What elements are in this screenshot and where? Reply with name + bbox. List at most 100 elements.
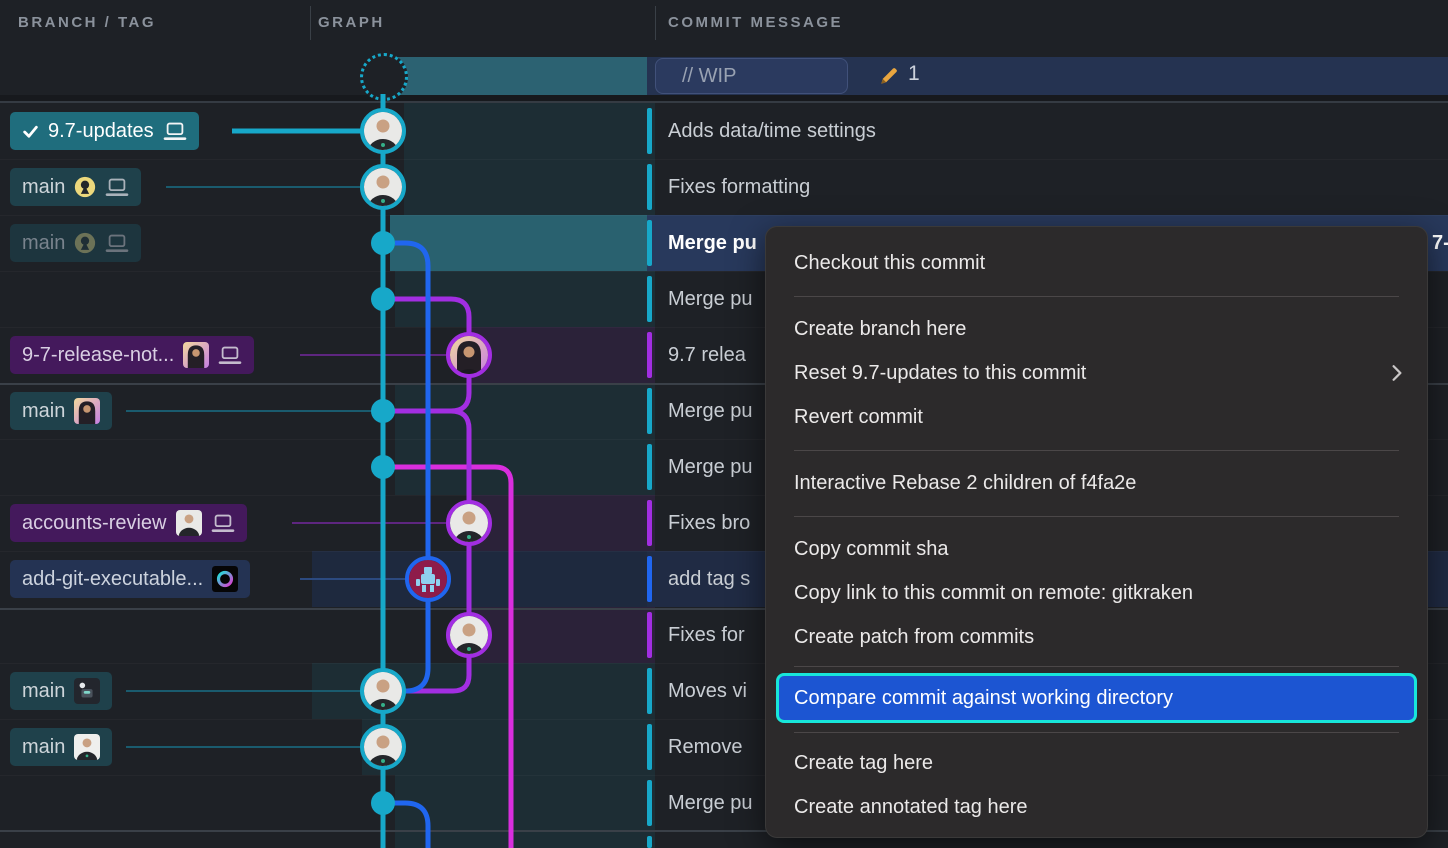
- wip-label-pill[interactable]: // WIP: [655, 58, 848, 94]
- branch-badge-main-remote[interactable]: main: [10, 224, 142, 262]
- commit-message[interactable]: Merge pu: [668, 287, 753, 310]
- wip-label: // WIP: [682, 64, 737, 87]
- menu-item-copy-link-to-commit[interactable]: Copy link to this commit on remote: gitk…: [766, 571, 1427, 615]
- commit-message[interactable]: Moves vi: [668, 679, 747, 702]
- group-divider: [0, 608, 1448, 610]
- row-tint: [469, 607, 655, 663]
- commit-avatar-man[interactable]: [360, 668, 406, 714]
- wip-node-icon[interactable]: [360, 53, 408, 101]
- menu-item-label: Interactive Rebase 2 children of f4fa2e: [794, 471, 1137, 494]
- commit-row[interactable]: Fixes formatting: [0, 159, 1448, 215]
- commit-avatar-man[interactable]: [446, 612, 492, 658]
- row-tint: [395, 271, 655, 327]
- menu-item-revert-commit[interactable]: Revert commit: [766, 395, 1427, 439]
- commit-row[interactable]: 9.7 relea: [0, 327, 1448, 383]
- menu-item-label: Create annotated tag here: [794, 795, 1028, 818]
- row-tint: [395, 439, 655, 495]
- group-divider: [0, 383, 1448, 385]
- menu-item-label: Revert commit: [794, 405, 923, 428]
- branch-color-bar: [647, 500, 652, 546]
- commit-avatar-woman[interactable]: [446, 332, 492, 378]
- row-tint: [404, 159, 655, 215]
- branch-color-bar: [647, 444, 652, 490]
- row-tint: [395, 831, 655, 848]
- branch-badge-accounts-review[interactable]: accounts-review: [10, 504, 247, 542]
- menu-item-create-patch-from-commits[interactable]: Create patch from commits: [766, 615, 1427, 659]
- branch-name: main: [22, 231, 66, 254]
- menu-item-reset-to-this-commit[interactable]: Reset 9.7-updates to this commit: [766, 351, 1427, 395]
- gradient-ring-icon: [212, 566, 239, 592]
- commit-message[interactable]: Remove: [668, 735, 743, 758]
- menu-item-label: Create branch here: [794, 317, 967, 340]
- commit-message[interactable]: Fixes bro: [668, 511, 751, 534]
- wip-graph-bar[interactable]: [398, 57, 647, 95]
- branch-color-bar: [647, 836, 652, 848]
- commit-avatar-man[interactable]: [360, 724, 406, 770]
- laptop-icon: [106, 234, 129, 252]
- branch-color-bar: [647, 724, 652, 770]
- branch-badge-add-git-executable[interactable]: add-git-executable...: [10, 560, 251, 598]
- menu-separator: [766, 723, 1427, 741]
- branch-color-bar: [647, 612, 652, 658]
- commit-context-menu: Checkout this commit Create branch here …: [765, 226, 1428, 838]
- avatar-woman-icon: [74, 398, 101, 424]
- commit-message[interactable]: 9.7 relea: [668, 343, 746, 366]
- robot-icon: [74, 678, 101, 704]
- branch-name: main: [22, 175, 66, 198]
- commit-message[interactable]: Merge pu: [668, 455, 753, 478]
- branch-name: main: [22, 399, 66, 422]
- branch-name: main: [22, 679, 66, 702]
- row-tint: [312, 551, 655, 607]
- gitkraken-icon: [75, 176, 96, 198]
- menu-item-checkout-this-commit[interactable]: Checkout this commit: [766, 241, 1427, 285]
- menu-item-create-branch-here[interactable]: Create branch here: [766, 307, 1427, 351]
- menu-item-interactive-rebase[interactable]: Interactive Rebase 2 children of f4fa2e: [766, 461, 1427, 505]
- divider: [0, 95, 1448, 102]
- commit-avatar-man[interactable]: [360, 164, 406, 210]
- branch-badge-main[interactable]: main: [10, 168, 142, 206]
- menu-item-create-tag-here[interactable]: Create tag here: [766, 741, 1427, 785]
- branch-color-bar: [647, 388, 652, 434]
- menu-separator: [766, 285, 1427, 307]
- branch-badge-main[interactable]: main: [10, 392, 113, 430]
- column-divider[interactable]: [655, 6, 656, 40]
- menu-separator: [766, 505, 1427, 527]
- menu-separator: [766, 439, 1427, 461]
- branch-name: add-git-executable...: [22, 567, 204, 590]
- branch-badge-main[interactable]: main: [10, 728, 113, 766]
- commit-message[interactable]: Merge pu: [668, 231, 757, 254]
- branch-color-bar: [647, 780, 652, 826]
- branch-badge-9.7-updates[interactable]: 9.7-updates: [10, 112, 199, 150]
- column-header-branch-tag: BRANCH / TAG: [18, 14, 157, 31]
- menu-item-compare-commit-against-working-directory[interactable]: Compare commit against working directory: [776, 673, 1417, 723]
- column-divider[interactable]: [310, 6, 311, 40]
- branch-badge-main[interactable]: main: [10, 672, 113, 710]
- branch-name: 9.7-updates: [48, 119, 154, 142]
- commit-avatar-bot[interactable]: [405, 556, 451, 602]
- commit-message[interactable]: Fixes for: [668, 623, 745, 646]
- branch-color-bar: [647, 668, 652, 714]
- avatar-man-icon: [175, 510, 202, 536]
- commit-avatar-man[interactable]: [360, 108, 406, 154]
- commit-avatar-man[interactable]: [446, 500, 492, 546]
- menu-item-label: Copy commit sha: [794, 537, 949, 560]
- menu-separator: [766, 659, 1427, 673]
- menu-item-label: Create patch from commits: [794, 625, 1035, 648]
- menu-item-label: Create tag here: [794, 751, 933, 774]
- commit-message[interactable]: Fixes formatting: [668, 175, 811, 198]
- menu-item-create-annotated-tag-here[interactable]: Create annotated tag here: [766, 785, 1427, 829]
- commit-message[interactable]: add tag s: [668, 567, 751, 590]
- branch-name: accounts-review: [22, 511, 167, 534]
- branch-badge-9-7-release-notes[interactable]: 9-7-release-not...: [10, 336, 255, 374]
- branch-color-bar: [647, 220, 652, 266]
- row-tint: [395, 775, 655, 831]
- row-tint: [404, 103, 655, 159]
- commit-row[interactable]: Adds data/time settings: [0, 103, 1448, 159]
- commit-message[interactable]: Merge pu: [668, 399, 753, 422]
- row-tint: [469, 495, 655, 551]
- commit-message-tail: 7-...: [1432, 231, 1448, 254]
- commit-message[interactable]: Adds data/time settings: [668, 119, 876, 142]
- divider: [0, 101, 1448, 103]
- commit-message[interactable]: Merge pu: [668, 791, 753, 814]
- menu-item-copy-commit-sha[interactable]: Copy commit sha: [766, 527, 1427, 571]
